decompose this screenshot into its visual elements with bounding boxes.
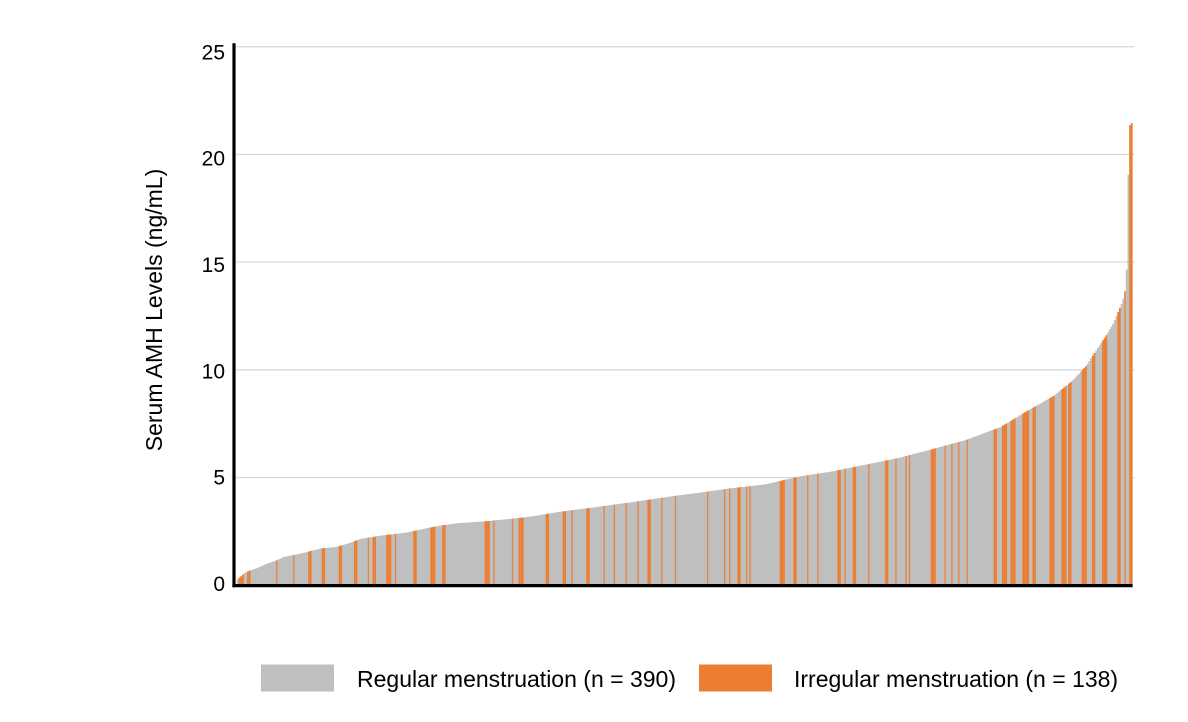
svg-text:Regular menstruation (n = 390): Regular menstruation (n = 390) — [357, 666, 676, 692]
svg-text:5: 5 — [213, 467, 225, 490]
svg-text:20: 20 — [202, 148, 225, 171]
svg-text:0: 0 — [213, 573, 225, 596]
svg-text:Irregular menstruation (n = 13: Irregular menstruation (n = 138) — [794, 666, 1118, 692]
svg-text:10: 10 — [202, 360, 225, 383]
svg-text:15: 15 — [202, 254, 225, 277]
svg-text:Serum AMH Levels (ng/mL): Serum AMH Levels (ng/mL) — [141, 169, 167, 451]
svg-text:25: 25 — [202, 41, 225, 64]
